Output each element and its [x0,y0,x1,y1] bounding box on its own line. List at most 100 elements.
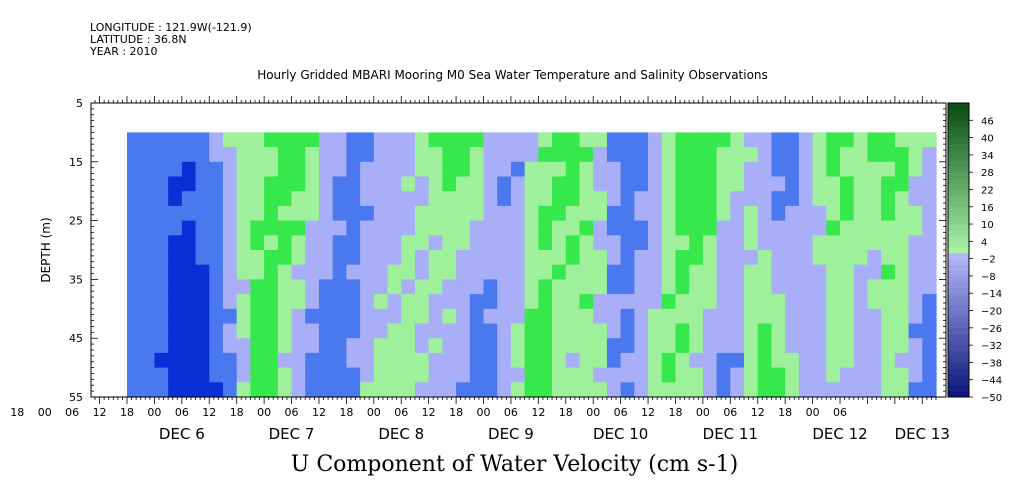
heatmap-cell [456,176,471,192]
heatmap-cell [730,191,745,207]
heatmap-cell [305,338,320,354]
heatmap-cell [442,352,457,369]
heatmap-cell [894,161,910,178]
heatmap-cell [428,191,443,207]
heatmap-cell [346,235,361,251]
heatmap-cell [442,279,457,295]
heatmap-cell [127,132,142,148]
heatmap-cell [881,176,896,192]
heatmap-cell [483,161,498,178]
heatmap-cell [346,205,361,222]
heatmap-cell [579,161,594,178]
heatmap-cell [264,235,279,251]
heatmap-cell [195,382,210,398]
colorbar-swatch [948,114,969,121]
colorbar-swatch [948,327,969,335]
heatmap-cell [510,308,526,325]
heatmap-cell [881,294,896,310]
heatmap-cell [675,147,690,163]
heatmap-cell [730,205,745,222]
heatmap-cell [497,367,512,383]
heatmap-cell [524,279,539,295]
heatmap-cell [565,294,581,310]
heatmap-cell [346,191,361,207]
heatmap-cell [456,220,471,236]
heatmap-cell [922,338,937,354]
heatmap-cell [593,294,608,310]
heatmap-cell [524,323,539,339]
heatmap-cell [318,176,334,192]
heatmap-cell [565,367,581,383]
heatmap-cell [524,191,539,207]
heatmap-cell [127,279,142,295]
heatmap-cell [881,161,896,178]
colorbar-swatch [948,339,969,346]
heatmap-cell [181,235,197,251]
heatmap-cell [222,352,238,369]
heatmap-cell [606,176,622,192]
heatmap-cell [620,191,635,207]
date-label: DEC 11 [703,425,758,443]
heatmap-cell [853,147,869,163]
heatmap-cell [908,147,923,163]
heatmap-cell [840,235,855,251]
heatmap-cell [689,338,704,354]
heatmap-cell [840,382,855,398]
heatmap-cell [840,367,855,383]
heatmap-cell [236,250,251,266]
year-label: YEAR : 2010 [90,45,158,58]
y-tick-label: 25 [69,215,83,228]
heatmap-cell [675,367,690,383]
heatmap-cell [798,294,814,310]
heatmap-cell [414,220,430,236]
heatmap-cell [785,308,800,325]
heatmap-cell [634,161,649,178]
heatmap-cell [510,191,526,207]
x-tick-label: 12 [93,406,107,419]
heatmap-cell [538,308,553,325]
heatmap-cell [552,338,567,354]
heatmap-cell [318,132,334,148]
heatmap-cell [661,235,677,251]
x-tick-label: 18 [10,406,24,419]
heatmap-cell [785,382,800,398]
heatmap-cell [222,205,238,222]
heatmap-cell [922,147,937,163]
heatmap-cell [250,279,265,295]
heatmap-cell [277,323,293,339]
x-tick-label: 18 [339,406,353,419]
heatmap-cell [483,352,498,369]
heatmap-cell [648,250,663,266]
heatmap-cell [195,338,210,354]
longitude-label: LONGITUDE : 121.9W(-121.9) [90,21,252,34]
colorbar-swatch [948,189,969,196]
heatmap-cell [565,205,581,222]
heatmap-cell [195,294,210,310]
heatmap-cell [456,308,471,325]
heatmap-cell [606,323,622,339]
heatmap-cell [140,338,156,354]
heatmap-cell [648,220,663,236]
x-tick-label: 18 [559,406,573,419]
heatmap-cell [675,250,690,266]
heatmap-cell [798,250,814,266]
heatmap-cell [401,176,416,192]
heatmap-cell [346,308,361,325]
heatmap-cell [524,235,539,251]
heatmap-cell [634,323,649,339]
colorbar-swatch [948,299,969,306]
heatmap-cell [922,176,937,192]
heatmap-cell [648,205,663,222]
heatmap-cell [168,220,183,236]
heatmap-cell [195,220,210,236]
heatmap-cell [634,176,649,192]
heatmap-cell [154,176,169,192]
heatmap-cell [606,205,622,222]
heatmap-cell [524,220,539,236]
heatmap-cell [675,294,690,310]
heatmap-cell [730,235,745,251]
heatmap-cell [579,147,594,163]
heatmap-cell [538,323,553,339]
heatmap-cell [812,132,827,148]
heatmap-cell [236,191,251,207]
